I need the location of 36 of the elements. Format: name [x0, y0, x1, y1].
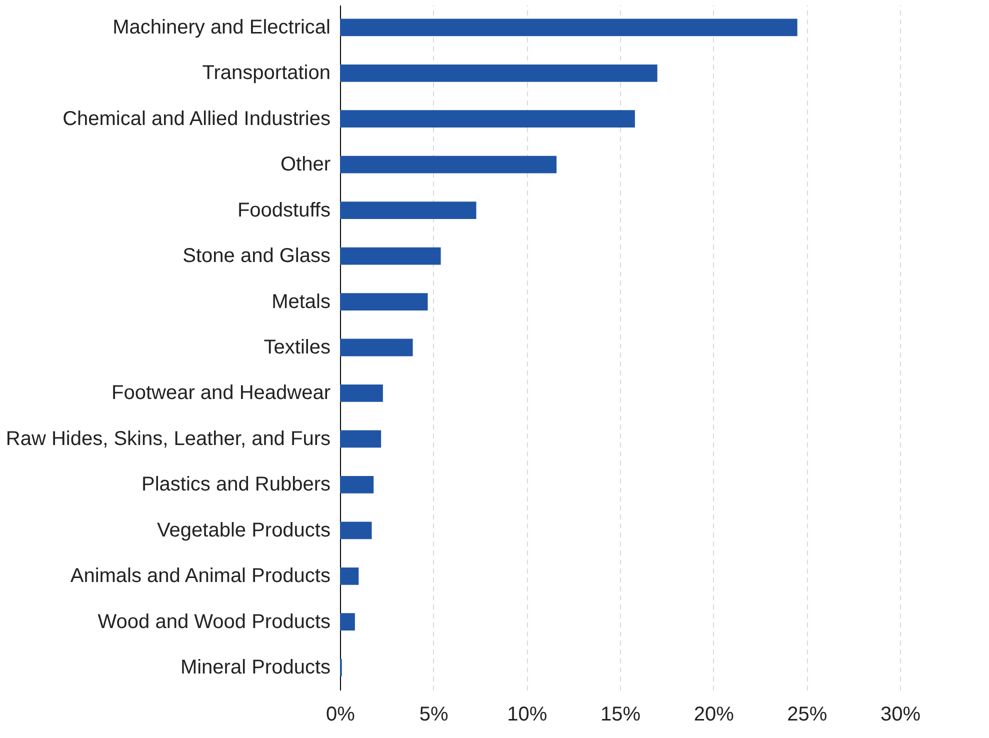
y-tick-label: Transportation [202, 62, 330, 84]
y-tick-label: Metals [272, 290, 330, 313]
bar [340, 384, 383, 402]
bar [340, 476, 374, 494]
x-tick-label: 0% [326, 704, 356, 726]
bar [340, 613, 355, 631]
x-tick-label: 10% [507, 704, 548, 726]
x-tick-label: 25% [787, 704, 828, 726]
bar [340, 430, 382, 448]
bar [340, 293, 428, 310]
y-tick-label: Raw Hides, Skins, Leather, and Furs [6, 428, 330, 450]
y-tick-label: Plastics and Rubbers [142, 474, 330, 496]
y-tick-label: Foodstuffs [237, 199, 330, 222]
bar [340, 64, 658, 82]
x-tick-label: 30% [880, 704, 921, 726]
y-tick-label: Mineral Products [180, 656, 330, 679]
bar [340, 338, 413, 356]
y-tick-label: Animals and Animal Products [70, 565, 330, 588]
y-tick-label: Stone and Glass [182, 245, 330, 268]
y-tick-label: Other [280, 154, 331, 176]
bar [340, 567, 359, 585]
y-tick-label: Vegetable Products [157, 519, 330, 542]
bar [340, 156, 557, 174]
x-tick-label: 20% [694, 704, 734, 726]
y-tick-label: Footwear and Headwear [111, 382, 331, 404]
y-tick-label: Wood and Wood Products [98, 610, 330, 633]
y-tick-label: Chemical and Allied Industries [62, 108, 330, 130]
y-tick-label: Machinery and Electrical [112, 16, 330, 38]
x-tick-label: 15% [600, 704, 641, 726]
bar [340, 202, 476, 220]
x-tick-label: 5% [419, 704, 449, 726]
bar [340, 18, 798, 36]
bar [340, 522, 372, 540]
bar [340, 247, 441, 265]
y-tick-label: Textiles [264, 336, 330, 358]
bar [340, 110, 635, 128]
